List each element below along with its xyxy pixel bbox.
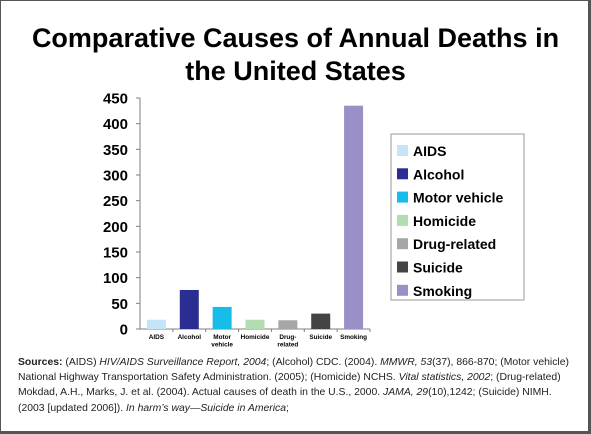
sources-note: Sources: (AIDS) HIV/AIDS Surveillance Re… [18, 355, 578, 429]
sources-text: (10),1242; (Suicide) NIMH. (2003 [update… [18, 387, 552, 414]
bar-suicide [311, 313, 331, 329]
bar-aids [146, 319, 166, 329]
legend-swatch-motor [397, 191, 408, 203]
x-tick-label-alcohol: Alcohol [178, 334, 202, 341]
legend-label-alcohol: Alcohol [413, 166, 464, 182]
legend-label-suicide: Suicide [413, 260, 463, 276]
bar-alcohol [179, 289, 199, 329]
sources-text: HIV/AIDS Surveillance Report, 2004 [99, 357, 267, 368]
sources-text: Vital statistics, 2002 [398, 372, 491, 384]
sources-label: Sources: [18, 357, 63, 368]
sources-text: ; [286, 402, 289, 414]
bar-smoking [344, 105, 364, 329]
y-tick-label: 350 [103, 142, 128, 159]
bar-homicide [245, 319, 265, 329]
legend-swatch-alcohol [397, 168, 408, 180]
legend-label-drug: Drug-related [413, 236, 496, 252]
chart-title: Comparative Causes of Annual Deaths in t… [31, 23, 560, 86]
legend-label-smoking: Smoking [413, 283, 472, 299]
y-tick-label: 300 [103, 168, 128, 185]
legend-box [390, 133, 525, 301]
y-tick-label: 100 [103, 270, 128, 287]
legend-swatch-aids [397, 145, 408, 156]
x-tick-label-aids: AIDS [149, 334, 165, 341]
y-tick-label: 150 [103, 245, 128, 262]
sources-text: In harm’s way—Suicide in America [126, 402, 286, 414]
sources-text: (AIDS) [62, 357, 100, 368]
bar-motor [212, 306, 232, 329]
x-tick-label-homicide: Homicide [241, 334, 270, 341]
legend-swatch-smoking [397, 284, 408, 296]
y-tick-label: 450 [103, 91, 128, 108]
x-tick-label-drug: Drug-related [277, 334, 298, 349]
legend-label-aids: AIDS [413, 143, 446, 159]
y-tick-label: 200 [103, 219, 128, 236]
legend-swatch-drug [397, 238, 408, 250]
legend-swatch-homicide [397, 214, 408, 226]
y-tick-label: 400 [103, 116, 128, 133]
y-tick-label: 0 [120, 322, 128, 339]
sources-text: ; (Drug-related) Mokdad, A.H., Marks, J.… [18, 372, 561, 399]
legend-swatch-suicide [397, 261, 408, 273]
y-tick-label: 50 [111, 296, 128, 313]
x-tick-label-smoking: Smoking [340, 334, 367, 341]
sources-text: ; (Alcohol) CDC. (2004). [266, 357, 381, 368]
legend-label-homicide: Homicide [413, 213, 476, 229]
sources-text: JAMA, 29 [383, 387, 429, 399]
legend-label-motor: Motor vehicle [413, 190, 503, 206]
y-tick-label: 250 [103, 193, 128, 210]
x-tick-label-motor: Motor vehicle [211, 334, 233, 349]
sources-text: MMWR, 53 [380, 357, 433, 368]
x-tick-label-suicide: Suicide [309, 334, 332, 341]
bar-drug [278, 320, 298, 329]
sources-text: (37), 866-870; (Motor vehicle) National … [18, 357, 569, 384]
